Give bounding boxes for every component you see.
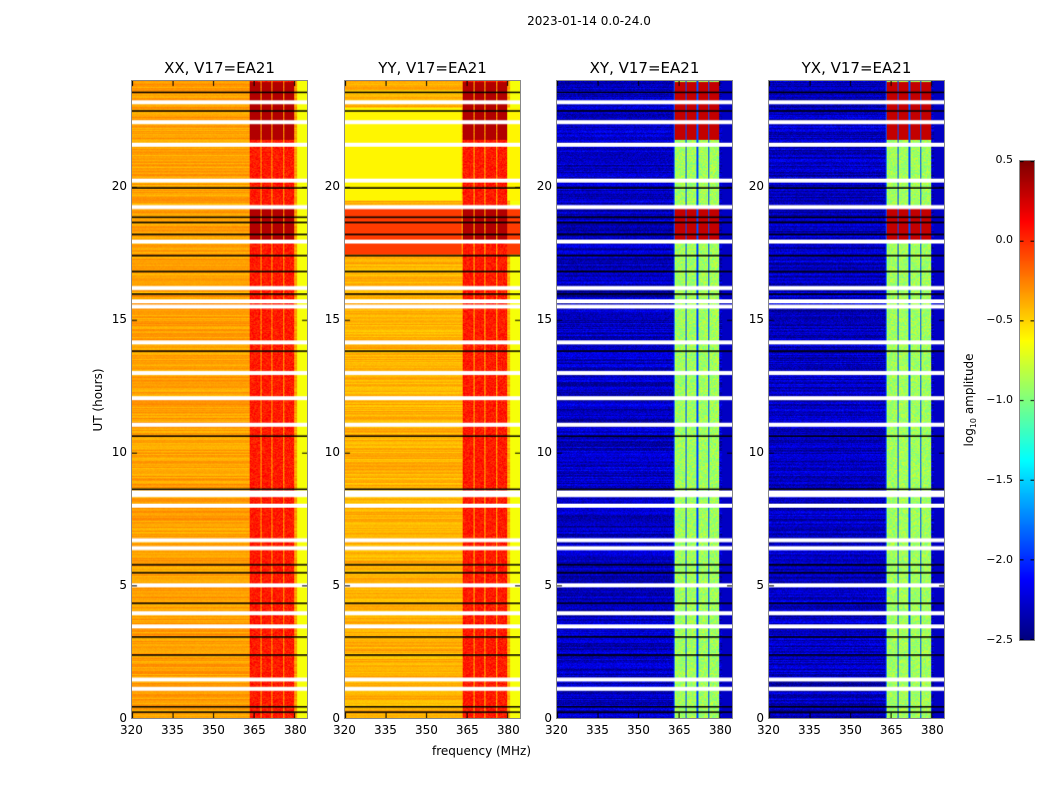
x-tick-label: 350	[626, 723, 650, 737]
panel-title-yy: YY, V17=EA21	[378, 59, 487, 77]
colorbar-tick-label: −2.0	[986, 553, 1013, 566]
x-tick-label: 320	[120, 723, 143, 737]
y-tick-label: 5	[119, 577, 127, 592]
x-tick-label: 380	[283, 723, 307, 737]
figure-title: 2023-01-14 0.0-24.0	[527, 14, 651, 28]
y-tick-label: 20	[324, 178, 340, 193]
colorbar-tick-label: −0.5	[986, 313, 1013, 326]
y-tick-label: 15	[748, 311, 764, 326]
y-tick-label: 20	[111, 178, 127, 193]
y-tick-label: 0	[544, 711, 552, 725]
y-tick-label: 20	[536, 178, 552, 193]
colorbar-tick-label: 0.5	[995, 153, 1014, 166]
x-tick-label: 320	[545, 723, 568, 737]
y-tick-label: 0	[756, 711, 764, 725]
x-tick-label: 365	[879, 723, 903, 737]
x-tick-label: 380	[708, 723, 732, 737]
y-tick-label: 10	[536, 444, 552, 459]
x-tick-label: 350	[838, 723, 862, 737]
y-tick-label: 15	[111, 311, 127, 326]
colorbar-tick-label: −1.0	[986, 393, 1013, 406]
x-tick-label: 365	[667, 723, 691, 737]
y-tick-label: 5	[332, 577, 340, 592]
colorbar-tick-label: −1.5	[986, 473, 1013, 486]
colorbar-tick-label: −2.5	[986, 633, 1013, 646]
y-tick-label: 5	[756, 577, 764, 592]
x-tick-label: 365	[455, 723, 479, 737]
x-tick-label: 335	[585, 723, 609, 737]
x-tick-label: 320	[757, 723, 780, 737]
x-tick-label: 335	[160, 723, 184, 737]
panel-title-xx: XX, V17=EA21	[164, 59, 275, 77]
y-tick-label: 10	[748, 444, 764, 459]
heatmap-xy	[556, 80, 733, 719]
x-tick-label: 350	[201, 723, 225, 737]
panel-title-yx: YX, V17=EA21	[801, 59, 912, 77]
x-tick-label: 335	[373, 723, 397, 737]
heatmap-xx	[131, 80, 308, 719]
heatmap-yx	[768, 80, 945, 719]
y-tick-label: 10	[324, 444, 340, 459]
y-tick-label: 15	[324, 311, 340, 326]
y-tick-label: 0	[332, 711, 340, 725]
y-tick-label: 20	[748, 178, 764, 193]
panel-title-xy: XY, V17=EA21	[589, 59, 700, 77]
x-tick-label: 380	[496, 723, 520, 737]
x-axis-label: frequency (MHz)	[432, 744, 532, 758]
y-tick-label: 0	[119, 711, 127, 725]
x-tick-label: 380	[920, 723, 944, 737]
x-tick-label: 335	[797, 723, 821, 737]
colorbar	[1019, 160, 1035, 641]
y-axis-label: UT (hours)	[91, 368, 105, 432]
x-tick-label: 320	[333, 723, 356, 737]
colorbar-tick-label: 0.0	[995, 233, 1014, 246]
y-tick-label: 15	[536, 311, 552, 326]
x-tick-label: 365	[242, 723, 266, 737]
heatmap-yy	[344, 80, 521, 719]
y-tick-label: 5	[544, 577, 552, 592]
x-tick-label: 350	[414, 723, 438, 737]
y-tick-label: 10	[111, 444, 127, 459]
